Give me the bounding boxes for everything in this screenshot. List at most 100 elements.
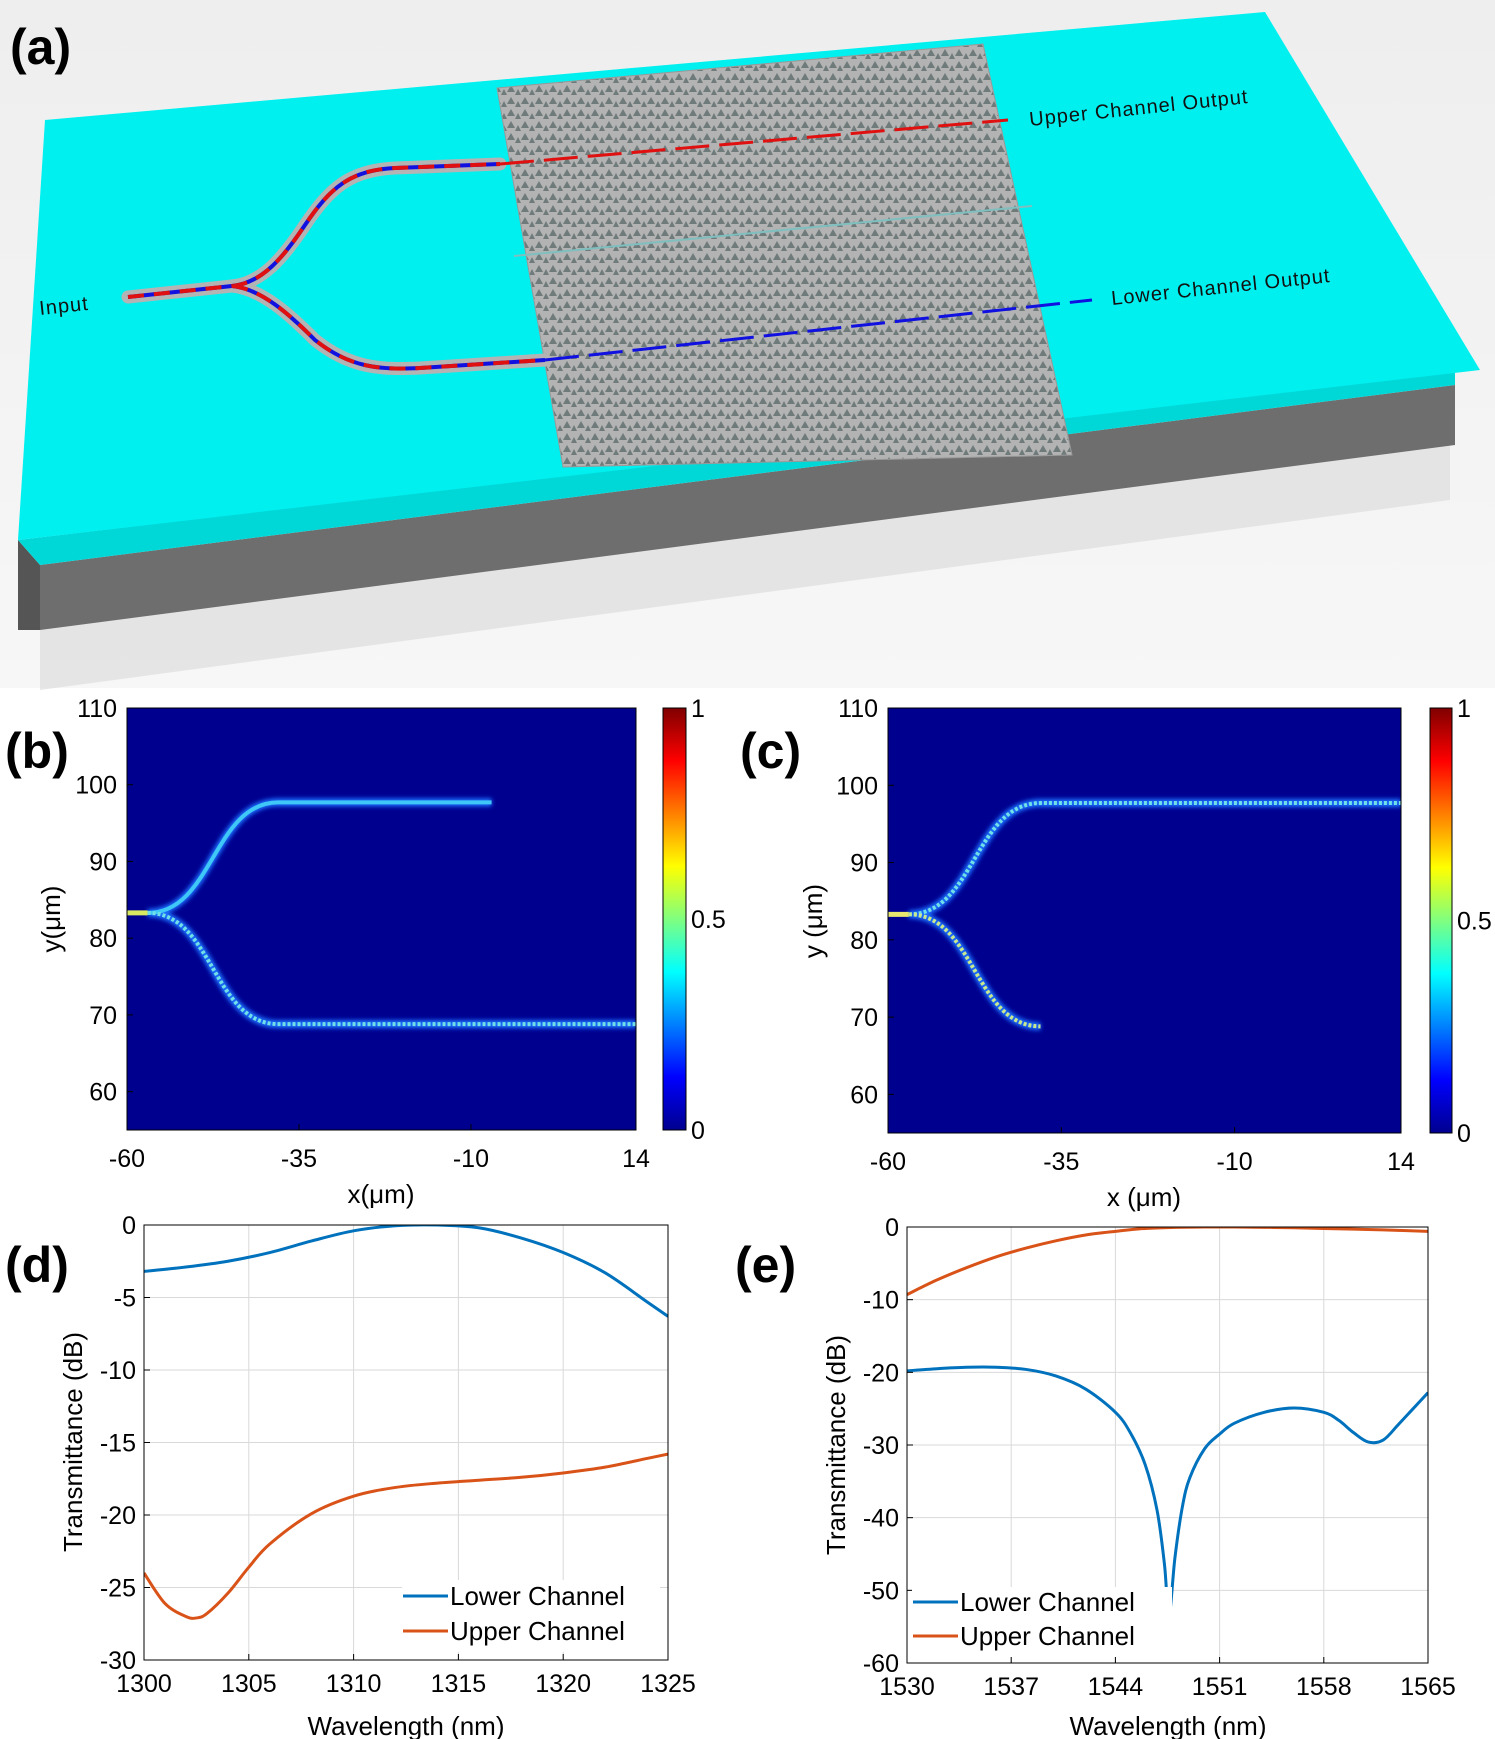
y-tick-label: -60 xyxy=(863,1650,899,1678)
series-d-upper-channel xyxy=(144,1452,668,1620)
legend-e-upper-label: Upper Channel xyxy=(960,1621,1135,1651)
axes-b-ticks: -60 -35 -10 14 60 70 80 90 100 110 xyxy=(75,695,650,1173)
y-tick-label: -20 xyxy=(100,1502,136,1530)
legend-d: Lower Channel Upper Channel xyxy=(402,1580,660,1652)
y-tick-label: 60 xyxy=(850,1081,878,1109)
y-tick-label: 90 xyxy=(89,848,117,876)
x-tick-label: -60 xyxy=(870,1148,906,1176)
y-tick-label: 70 xyxy=(89,1002,117,1030)
x-tick-label: 1558 xyxy=(1296,1673,1352,1701)
y-tick-label: -30 xyxy=(863,1432,899,1460)
x-tick-label: 1544 xyxy=(1088,1673,1144,1701)
axes-c-ticks: -60 -35 -10 14 60 70 80 90 100 110 xyxy=(836,695,1415,1176)
substrate-side-face xyxy=(40,385,1455,630)
panel-label-c: (c) xyxy=(740,723,801,779)
axes-b-frame xyxy=(126,707,637,1131)
x-tick-label: -60 xyxy=(109,1145,145,1173)
photonic-crystal-slab xyxy=(496,43,1073,468)
y-tick-label: 70 xyxy=(850,1004,878,1032)
heatmap-c-field xyxy=(888,708,1401,1133)
colorbar-b xyxy=(662,707,687,1131)
axis-e-ylabel: Transmittance (dB) xyxy=(821,1335,851,1555)
y-tick-label: 100 xyxy=(75,772,117,800)
x-tick-label: 1551 xyxy=(1192,1673,1248,1701)
beam-b-lower xyxy=(147,910,636,1027)
y-tick-label: 0 xyxy=(122,1212,136,1240)
legend-d-box xyxy=(402,1580,660,1652)
axis-c-ylabel: y (μm) xyxy=(798,884,828,958)
colorbar-tick-label: 1 xyxy=(1457,695,1471,723)
colorbar-tick-label: 0 xyxy=(1457,1120,1471,1148)
upper-output-beam xyxy=(499,118,1009,166)
axes-e-ticks: 1530 1537 1544 1551 1558 1565 0 -10 -20 -30 -40 -50… xyxy=(863,1214,1456,1701)
x-tick-label: 1325 xyxy=(640,1670,696,1698)
colorbar-tick-label: 0.5 xyxy=(1457,908,1492,936)
colorbar-b-ticks: 00.51 xyxy=(691,695,726,1145)
y-tick-label: -10 xyxy=(863,1287,899,1315)
legend-d-lower-label: Lower Channel xyxy=(450,1581,625,1611)
x-tick-label: -10 xyxy=(1217,1148,1253,1176)
x-tick-label: 1530 xyxy=(879,1673,935,1701)
series-d-lower-channel xyxy=(144,1225,668,1318)
x-tick-label: 14 xyxy=(622,1145,650,1173)
beam-c-upper xyxy=(908,801,1401,917)
crystal-interface-line xyxy=(513,205,1033,257)
y-tick-label: 90 xyxy=(850,850,878,878)
axis-d-xlabel: Wavelength (nm) xyxy=(308,1711,505,1739)
y-tick-label: 110 xyxy=(77,695,117,723)
x-tick-label: 1565 xyxy=(1400,1673,1456,1701)
colorbar-tick-label: 0 xyxy=(691,1117,705,1145)
y-tick-label: -20 xyxy=(863,1359,899,1387)
panel-label-b: (b) xyxy=(5,723,69,779)
x-tick-label: 1537 xyxy=(983,1673,1039,1701)
y-tick-label: 110 xyxy=(838,695,878,723)
y-tick-label: -10 xyxy=(100,1357,136,1385)
heatmap-b-field xyxy=(127,708,636,1130)
y-tick-label: 100 xyxy=(836,772,878,800)
y-tick-label: -25 xyxy=(100,1575,136,1603)
legend-e-box xyxy=(912,1587,1172,1657)
y-tick-label: 0 xyxy=(885,1214,899,1242)
heatmap-c-beams xyxy=(888,799,1401,1031)
x-tick-label: -35 xyxy=(281,1145,317,1173)
panel-label-d: (d) xyxy=(5,1237,69,1293)
y-tick-label: -50 xyxy=(863,1577,899,1605)
x-tick-label: -10 xyxy=(453,1145,489,1173)
x-tick-label: 1320 xyxy=(535,1670,591,1698)
input-label: Input xyxy=(38,293,90,320)
panel-label-a: (a) xyxy=(10,19,71,75)
y-tick-label: -5 xyxy=(114,1285,136,1313)
colorbar-c xyxy=(1429,707,1453,1134)
panel-label-e: (e) xyxy=(735,1237,796,1293)
colorbar-tick-label: 0.5 xyxy=(691,906,726,934)
series-e-lower-channel xyxy=(907,1365,1428,1618)
heatmap-b-beams xyxy=(127,798,636,1029)
substrate-edge xyxy=(18,370,1455,565)
legend-e-lower-label: Lower Channel xyxy=(960,1587,1135,1617)
beam-b-upper xyxy=(147,800,492,915)
input-path-blue xyxy=(127,162,501,299)
lower-path-red-dashed xyxy=(231,284,546,371)
x-tick-label: -35 xyxy=(1043,1148,1079,1176)
axis-b-ylabel: y(μm) xyxy=(36,886,66,953)
colorbar-c-ticks: 00.51 xyxy=(1457,695,1492,1148)
axes-c-frame xyxy=(887,707,1402,1134)
series-e-upper-channel xyxy=(907,1227,1428,1296)
axes-d-ticks: 1300 1305 1310 1315 1320 1325 0 -5 -10 -15 -20 -25 -… xyxy=(100,1212,696,1698)
y-tick-label: 60 xyxy=(89,1079,117,1107)
beam-c-lower xyxy=(908,912,1041,1029)
panel-e-line-chart: 1530 1537 1544 1551 1558 1565 0 -10 -20 -30 -40 -50… xyxy=(735,1214,1456,1739)
x-tick-label: 1300 xyxy=(116,1670,172,1698)
axis-c-xlabel: x (μm) xyxy=(1107,1182,1181,1212)
panel-d-line-chart: 1300 1305 1310 1315 1320 1325 0 -5 -10 -15 -20 -25 -… xyxy=(5,1212,696,1739)
x-tick-label: 14 xyxy=(1387,1148,1415,1176)
axis-d-ylabel: Transmittance (dB) xyxy=(58,1332,88,1552)
colorbar-tick-label: 1 xyxy=(691,695,705,723)
lower-output-beam xyxy=(544,298,1093,362)
axis-b-xlabel: x(μm) xyxy=(348,1179,415,1209)
panel-a-schematic: (a) Input Upper Channel Output Lower Cha… xyxy=(0,0,1495,690)
y-tick-label: -40 xyxy=(863,1505,899,1533)
substrate-shadow xyxy=(40,440,1450,690)
